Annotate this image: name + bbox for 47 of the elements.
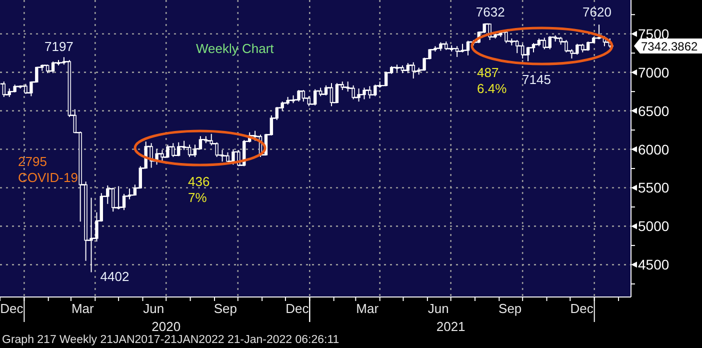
candlestick <box>409 62 418 79</box>
y-tick-label: 4500 <box>638 256 670 273</box>
candlestick <box>218 150 226 162</box>
candlestick <box>250 130 260 142</box>
candlestick <box>294 90 303 102</box>
annotation: 487 6.4% <box>477 65 508 96</box>
candlestick <box>180 140 188 151</box>
annotation: 7145 <box>522 72 551 88</box>
y-tick-label: 6000 <box>638 141 670 158</box>
x-tick-label: Mar <box>356 301 380 316</box>
candlestick <box>152 148 161 166</box>
x-tick-label: Sep <box>498 301 522 316</box>
x2-tick-label: 2020 <box>152 319 181 334</box>
y-tick-label: 5000 <box>638 218 670 234</box>
x-tick-label: Jun <box>428 301 449 316</box>
candlestick <box>349 84 358 100</box>
y-tick-label: 5500 <box>638 180 670 196</box>
candlestick <box>360 87 368 100</box>
candlestick <box>518 43 527 59</box>
candlestick <box>344 81 352 92</box>
text: Weekly Chart <box>196 41 274 56</box>
annotation: 4402 <box>100 269 130 284</box>
x-tick-label: Jun <box>143 301 164 316</box>
annotation: 2795 COVID-19 <box>18 154 78 185</box>
x-tick-label: Mar <box>71 301 95 316</box>
caption: Graph 217 Weekly 21JAN2017-21JAN2022 21-Jan-2022 06:26:11 <box>2 334 340 346</box>
candlestick <box>164 144 172 158</box>
x-tick-label: Dec <box>0 301 24 316</box>
annotation: 7620 <box>582 4 612 20</box>
annotation: 7197 <box>44 39 74 54</box>
candlestick <box>104 184 112 204</box>
candlestick <box>502 31 510 44</box>
x-tick-label: Sep <box>214 301 237 316</box>
candlestick <box>120 193 128 211</box>
x2-tick-label: 2021 <box>436 319 466 334</box>
y-tick-label: 7000 <box>638 64 670 80</box>
candlestick <box>125 188 134 200</box>
x-tick-label: Dec <box>570 301 594 316</box>
x-tick-label: Dec <box>286 301 310 316</box>
candlestick <box>229 148 238 166</box>
annotation: 7632 <box>476 4 505 20</box>
candlestick <box>196 136 205 150</box>
annotation: 436 7% <box>188 174 210 205</box>
candlestick <box>27 81 36 97</box>
annotation: 7342.3862 <box>640 39 698 54</box>
y-tick-label: 6500 <box>638 102 670 119</box>
candlestick <box>169 142 178 158</box>
